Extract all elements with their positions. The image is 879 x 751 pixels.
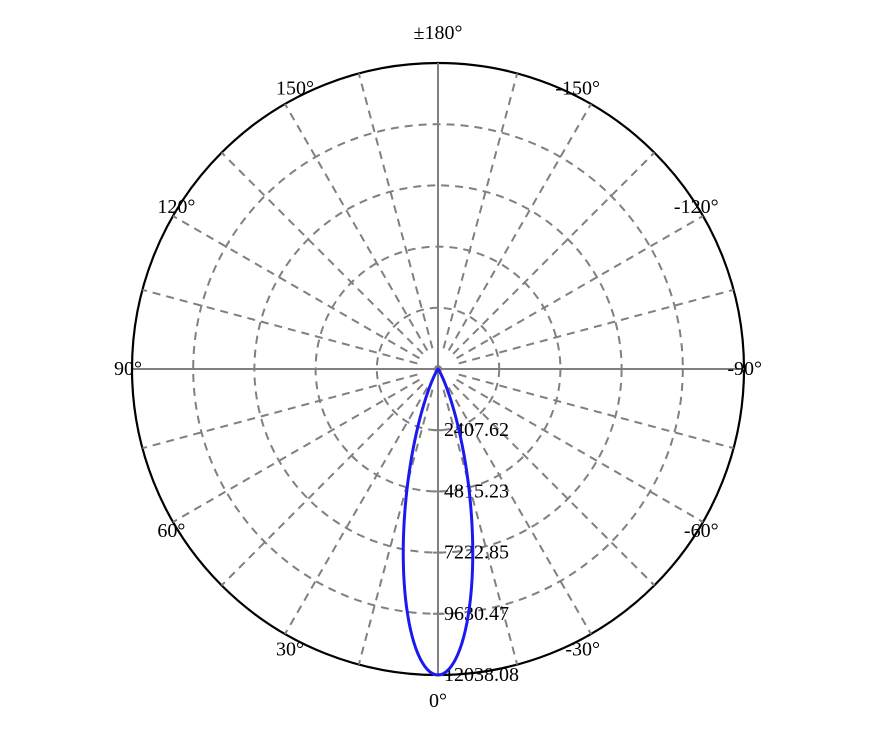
- grid-spoke: [457, 216, 703, 358]
- angle-label: -60°: [684, 520, 719, 542]
- angle-label: 60°: [157, 520, 185, 542]
- angle-label: 120°: [157, 196, 195, 218]
- angle-label: -90°: [727, 358, 762, 380]
- angle-label: 90°: [114, 358, 142, 380]
- grid-spoke: [449, 104, 591, 350]
- grid-spoke: [173, 380, 419, 522]
- angle-label: 30°: [276, 639, 304, 661]
- grid-spoke: [359, 73, 433, 348]
- grid-spoke: [444, 73, 518, 348]
- grid-spoke: [173, 216, 419, 358]
- grid-spoke: [222, 384, 423, 585]
- grid-spoke: [453, 153, 654, 354]
- grid-spoke: [459, 290, 734, 364]
- grid-spoke: [359, 390, 433, 665]
- radial-label: 7222.85: [444, 542, 509, 564]
- grid-spoke: [285, 104, 427, 350]
- grid-spoke: [142, 375, 417, 449]
- radial-label: 9630.47: [444, 603, 509, 625]
- angle-label: 0°: [429, 690, 447, 712]
- polar-chart: 2407.62 4815.23 7222.85 9630.47 12038.08 0° 30…: [0, 0, 879, 751]
- angle-label: ±180°: [414, 22, 463, 44]
- angle-label: -120°: [674, 196, 719, 218]
- radial-label: 12038.08: [444, 664, 519, 686]
- angle-label: -30°: [565, 639, 600, 661]
- radial-label: 2407.62: [444, 419, 509, 441]
- radial-label: 4815.23: [444, 480, 509, 502]
- grid-spoke: [142, 290, 417, 364]
- angle-label: 150°: [276, 77, 314, 99]
- grid-spoke: [222, 153, 423, 354]
- angle-label: -150°: [555, 77, 600, 99]
